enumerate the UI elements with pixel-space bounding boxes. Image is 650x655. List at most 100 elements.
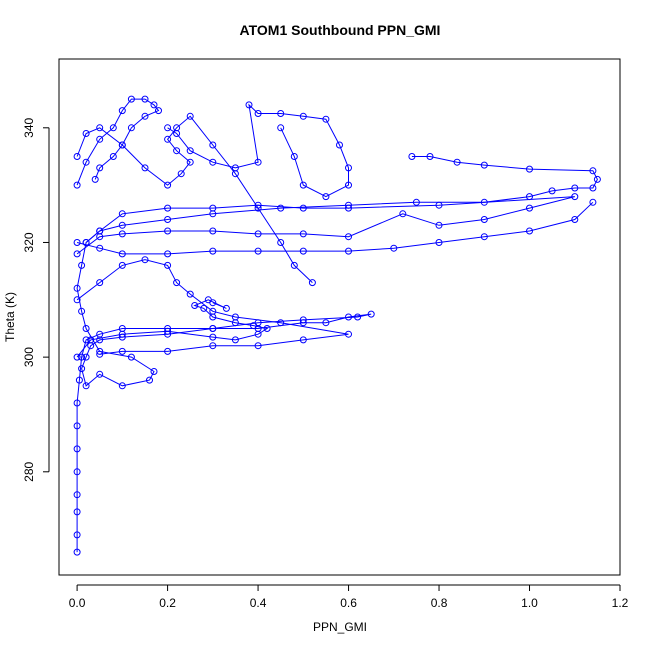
data-point xyxy=(571,193,579,201)
plot-frame xyxy=(58,58,621,576)
data-point xyxy=(322,319,330,327)
data-point xyxy=(367,310,375,318)
data-point xyxy=(96,350,104,358)
x-tick-label: 0.2 xyxy=(159,596,176,610)
data-point xyxy=(277,110,285,117)
data-point xyxy=(589,184,597,192)
y-tick-label: 320 xyxy=(22,232,36,252)
data-point xyxy=(164,216,172,223)
series-3 xyxy=(73,256,352,358)
data-point xyxy=(82,239,90,246)
data-point xyxy=(150,368,158,375)
x-axis-label: PPN_GMI xyxy=(313,620,367,634)
data-point xyxy=(96,124,104,132)
data-point xyxy=(73,445,81,453)
data-point xyxy=(127,124,135,132)
data-point xyxy=(209,299,217,307)
data-point xyxy=(118,107,126,115)
data-point xyxy=(345,233,352,241)
data-point xyxy=(345,330,352,338)
data-point xyxy=(299,230,307,238)
data-point xyxy=(164,124,172,132)
data-point xyxy=(164,204,172,212)
data-point xyxy=(435,239,443,246)
data-point xyxy=(526,165,533,173)
data-point xyxy=(526,227,533,235)
data-point xyxy=(589,167,597,175)
data-point xyxy=(209,204,217,212)
series-line xyxy=(76,201,594,255)
data-point xyxy=(209,333,217,341)
x-axis: 0.0 0.2 0.4 0.6 0.8 1.0 1.2 xyxy=(69,584,629,610)
data-point xyxy=(254,110,262,117)
data-point xyxy=(150,101,158,109)
data-point xyxy=(173,279,181,287)
data-point xyxy=(308,279,316,287)
data-point xyxy=(191,302,199,309)
y-axis: 280 300 320 340 xyxy=(22,117,50,482)
data-point xyxy=(96,370,104,378)
data-point xyxy=(299,181,307,189)
y-tick-label: 300 xyxy=(22,347,36,367)
data-point xyxy=(141,256,149,264)
data-point xyxy=(209,227,217,235)
data-point xyxy=(118,382,126,390)
x-tick-label: 0.4 xyxy=(250,596,267,610)
data-point xyxy=(209,342,217,350)
data-point xyxy=(118,230,126,238)
data-point xyxy=(209,158,217,166)
data-point xyxy=(73,548,81,556)
data-point xyxy=(164,347,172,355)
data-point xyxy=(96,336,104,344)
series-line xyxy=(76,259,349,355)
data-point xyxy=(186,112,194,120)
data-point xyxy=(399,210,407,218)
data-point xyxy=(435,201,443,209)
data-point xyxy=(390,244,398,252)
data-point xyxy=(231,336,239,344)
data-point xyxy=(277,319,285,327)
data-point xyxy=(209,325,217,332)
data-point xyxy=(96,347,104,355)
data-point xyxy=(96,227,104,235)
data-point xyxy=(200,304,208,312)
data-point xyxy=(109,153,117,160)
data-point xyxy=(277,204,285,212)
data-point xyxy=(480,161,488,169)
data-point xyxy=(186,290,194,298)
data-point xyxy=(209,307,217,315)
data-point xyxy=(118,250,126,258)
data-point xyxy=(480,233,488,241)
data-point xyxy=(73,296,81,304)
series-line xyxy=(76,156,598,553)
data-point xyxy=(345,164,352,172)
data-point xyxy=(345,204,352,212)
x-tick-label: 0.0 xyxy=(69,596,86,610)
data-point xyxy=(96,244,104,252)
data-point xyxy=(118,347,126,355)
data-point xyxy=(254,247,262,255)
data-point xyxy=(299,316,307,324)
chart-title: ATOM1 Southbound PPN_GMI xyxy=(240,22,441,38)
data-point xyxy=(127,95,135,103)
data-point xyxy=(453,158,461,166)
y-axis-label: Theta (K) xyxy=(3,292,17,342)
data-point xyxy=(118,330,126,338)
data-point xyxy=(254,230,262,238)
data-point xyxy=(73,491,81,499)
data-point xyxy=(78,261,86,269)
data-point xyxy=(589,198,597,206)
data-point xyxy=(354,313,362,321)
data-point xyxy=(435,221,443,229)
data-point xyxy=(299,112,307,120)
y-tick-label: 280 xyxy=(22,461,36,481)
series-6 xyxy=(164,101,352,201)
data-point xyxy=(254,204,262,212)
data-point xyxy=(96,279,104,287)
data-point xyxy=(290,261,298,269)
data-point xyxy=(177,170,185,178)
data-point xyxy=(164,181,172,189)
y-tick-label: 340 xyxy=(22,117,36,137)
data-point xyxy=(118,221,126,229)
data-point xyxy=(245,101,253,109)
